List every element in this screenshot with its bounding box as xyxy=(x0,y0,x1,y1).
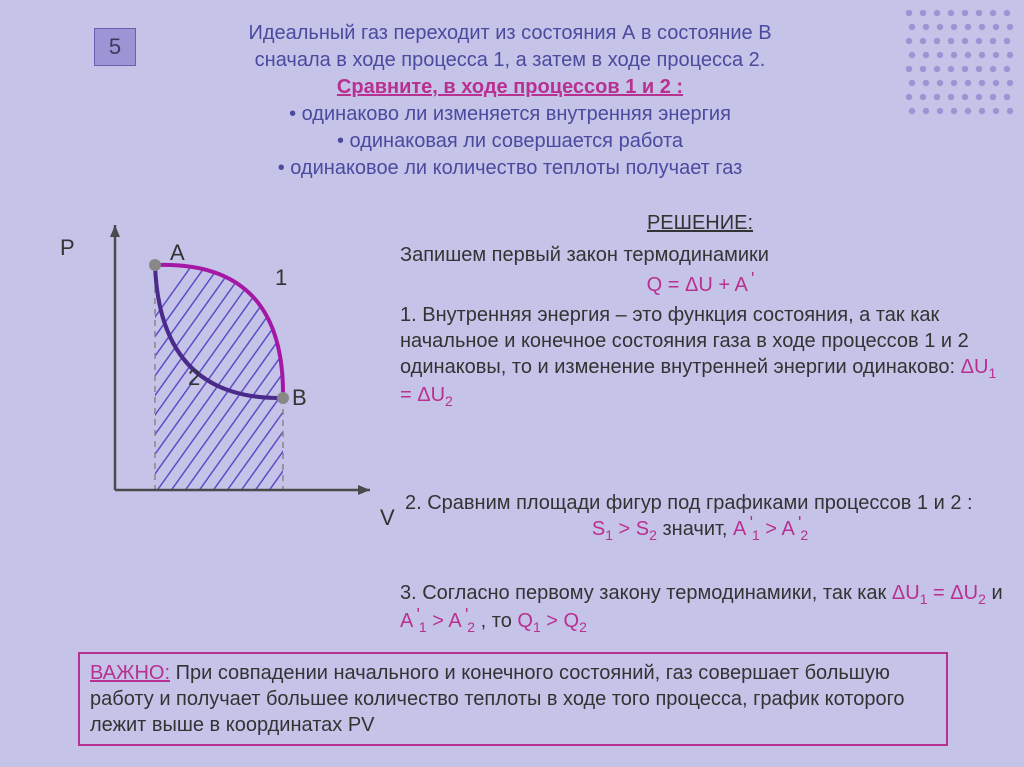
solution-point-1: 1. Внутренняя энергия – это функция сост… xyxy=(400,302,1000,410)
problem-number-badge: 5 xyxy=(94,28,136,66)
axis-label-v: V xyxy=(380,505,395,531)
problem-header: Идеальный газ переходит из состояния А в… xyxy=(150,20,870,182)
header-line-2: сначала в ходе процесса 1, а затем в ход… xyxy=(150,47,870,74)
solution-point-3: 3. Согласно первому закону термодинамики… xyxy=(400,580,1010,636)
p2-formula: S1 > S2 значит, A 1 > A 2 xyxy=(405,516,995,544)
point-label-b: B xyxy=(292,385,307,411)
solution-block: РЕШЕНИЕ: Запишем первый закон термодинам… xyxy=(400,210,1000,414)
point-label-a: A xyxy=(170,240,185,266)
solution-intro: Запишем первый закон термодинамики xyxy=(400,242,1000,268)
curve-label-2: 2 xyxy=(188,365,200,391)
header-bullet-3: • одинаковое ли количество теплоты получ… xyxy=(150,155,870,182)
important-box: ВАЖНО: При совпадении начального и конеч… xyxy=(78,652,948,746)
important-text: При совпадении начального и конечного со… xyxy=(90,662,905,736)
solution-point-2: 2. Сравним площади фигур под графиками п… xyxy=(405,490,995,544)
pv-chart: P A B 1 2 V xyxy=(60,220,400,530)
header-bullet-1: • одинаково ли изменяется внутренняя эне… xyxy=(150,101,870,128)
header-line-1: Идеальный газ переходит из состояния А в… xyxy=(150,20,870,47)
axis-label-p: P xyxy=(60,235,75,261)
chart-svg xyxy=(60,220,400,530)
header-compare: Сравните, в ходе процессов 1 и 2 : xyxy=(150,74,870,101)
solution-heading: РЕШЕНИЕ: xyxy=(400,210,1000,236)
curve-label-1: 1 xyxy=(275,265,287,291)
header-bullet-2: • одинаковая ли совершается работа xyxy=(150,128,870,155)
p2-text: 2. Сравним площади фигур под графиками п… xyxy=(405,490,995,516)
formula-first-law: Q = ΔU + A xyxy=(400,272,1000,298)
important-keyword: ВАЖНО: xyxy=(90,662,170,684)
corner-decoration xyxy=(899,5,1019,125)
